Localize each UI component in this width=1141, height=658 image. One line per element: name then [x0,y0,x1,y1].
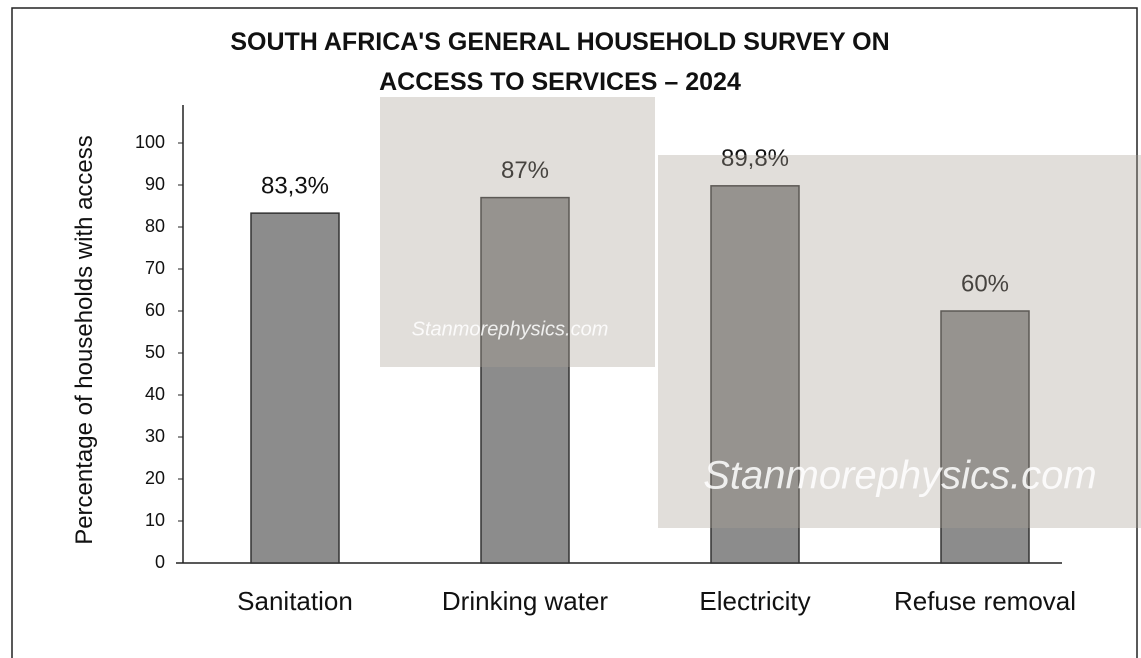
watermark-box [380,97,655,367]
watermark: Stanmorephysics.com [703,454,1096,498]
y-tick-label: 40 [145,384,165,404]
value-label: 87% [501,157,549,184]
y-axis-label: Percentage of households with access [71,135,98,545]
value-label: 60% [961,270,1009,297]
bar [480,196,570,564]
y-tick-label: 80 [145,216,165,236]
x-tick-label: Drinking water [442,586,609,616]
chart-title: SOUTH AFRICA'S GENERAL HOUSEHOLD SURVEY … [230,28,890,96]
y-tick-label: 70 [145,258,165,278]
y-tick-label: 30 [145,426,165,446]
y-tick-label: 50 [145,342,165,362]
y-tick-label: 0 [155,552,165,572]
x-tick-label: Sanitation [237,586,353,616]
value-label: 89,8% [721,145,789,172]
x-tick-label: Electricity [699,586,810,616]
bar [710,185,800,564]
y-tick-label: 60 [145,300,165,320]
watermark-box [658,155,1141,528]
value-label: 83,3% [261,172,329,199]
watermark: Stanmorephysics.com [412,318,609,340]
y-tick-label: 20 [145,468,165,488]
y-tick-label: 100 [135,132,165,152]
bar [250,212,340,564]
bar [940,310,1030,564]
x-tick-label: Refuse removal [894,586,1076,616]
y-tick-label: 90 [145,174,165,194]
frame [11,7,1138,658]
y-tick-label: 10 [145,510,165,530]
